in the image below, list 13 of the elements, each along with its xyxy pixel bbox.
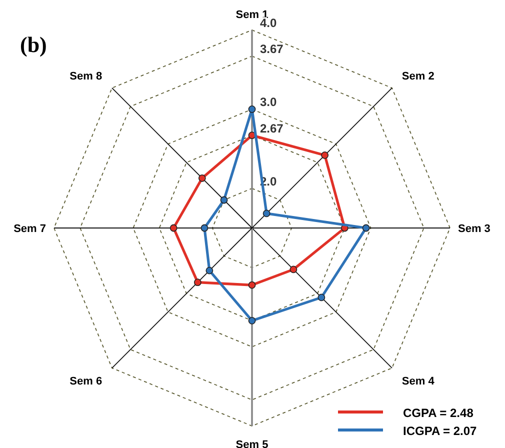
y-tick-label: 2.67: [260, 121, 284, 136]
y-tick-label: 3.0: [260, 95, 278, 110]
text: (b): [20, 32, 47, 57]
spoke-label: Sem 6: [70, 376, 102, 388]
spoke-label: Sem 4: [402, 376, 436, 388]
spoke-label: Sem 3: [458, 223, 490, 235]
spoke-label: Sem 8: [70, 70, 102, 82]
legend-label: ICGPA = 2.07: [403, 424, 478, 438]
spoke-label: Sem 2: [402, 70, 434, 82]
y-tick-label: 3.67: [260, 42, 284, 56]
spoke-label: Sem 5: [236, 439, 268, 448]
spoke-label: Sem 7: [14, 223, 46, 235]
legend-label: CGPA = 2.48: [403, 406, 474, 420]
